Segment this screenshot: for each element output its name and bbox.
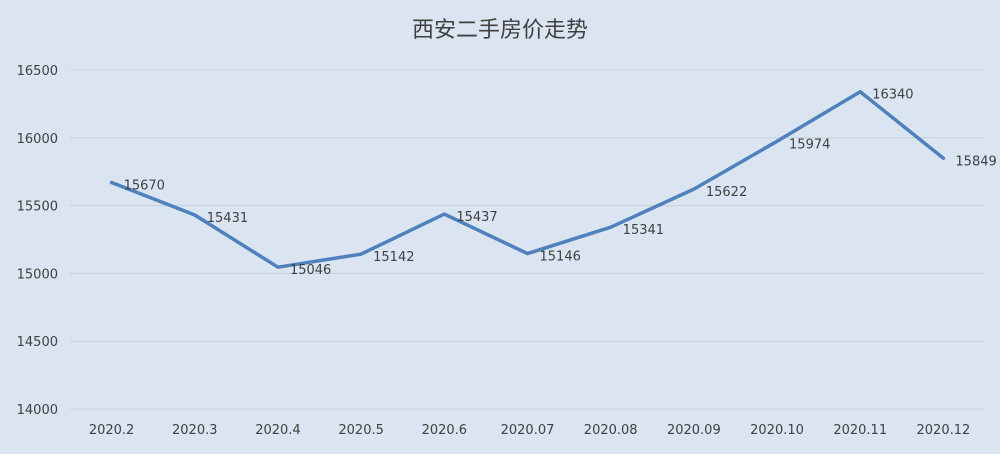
axis-layer: 14000 14500 15000 15500 16000 16500 2020.2 2020… [17, 64, 971, 438]
chart-title: 西安二手房价走势 [412, 18, 588, 43]
x-tick-label: 2020.08 [584, 423, 638, 438]
data-label: 16340 [872, 88, 913, 103]
series-layer [109, 89, 946, 269]
y-tick-label: 16500 [17, 64, 58, 79]
data-label: 15974 [789, 137, 830, 152]
x-tick-label: 2020.10 [750, 423, 804, 438]
data-label: 15142 [373, 250, 414, 265]
grid-layer [70, 69, 985, 410]
x-tick-label: 2020.07 [501, 423, 555, 438]
x-tick-label: 2020.6 [422, 423, 468, 438]
data-label: 15437 [456, 210, 497, 225]
data-label: 15046 [290, 263, 331, 278]
y-tick-label: 16000 [17, 132, 58, 147]
y-tick-label: 15500 [17, 200, 58, 215]
x-tick-label: 2020.09 [667, 423, 721, 438]
y-tick-label: 14500 [17, 335, 58, 350]
data-label: 15341 [623, 223, 664, 238]
data-label: 15622 [706, 185, 747, 200]
x-tick-label: 2020.12 [917, 423, 971, 438]
data-label: 15670 [124, 179, 165, 194]
x-tick-label: 2020.5 [338, 423, 384, 438]
x-tick-label: 2020.11 [833, 423, 887, 438]
data-label: 15849 [955, 154, 996, 169]
y-tick-label: 15000 [17, 267, 58, 282]
series-line [109, 89, 946, 269]
y-tick-label: 14000 [17, 403, 58, 418]
data-label-layer: 15670 15431 15046 15142 15437 15146 15341 15622… [124, 88, 997, 278]
x-tick-label: 2020.3 [172, 423, 218, 438]
data-label: 15146 [540, 250, 581, 265]
x-tick-label: 2020.2 [89, 423, 135, 438]
data-label: 15431 [207, 211, 248, 226]
x-tick-label: 2020.4 [255, 423, 301, 438]
